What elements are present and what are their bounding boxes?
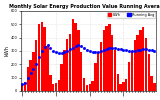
Bar: [111, 35, 113, 91]
Bar: [105, 26, 108, 91]
Bar: [122, 82, 125, 91]
Bar: [114, 50, 116, 91]
Bar: [103, 30, 105, 91]
Bar: [86, 85, 88, 91]
Bar: [52, 84, 54, 91]
Bar: [125, 79, 128, 91]
Bar: [145, 38, 147, 91]
Bar: [60, 64, 63, 91]
Bar: [41, 22, 43, 91]
Bar: [136, 35, 139, 91]
Bar: [27, 67, 29, 91]
Bar: [142, 27, 144, 91]
Bar: [128, 62, 130, 91]
Bar: [139, 30, 142, 91]
Bar: [77, 30, 80, 91]
Bar: [58, 80, 60, 91]
Bar: [94, 63, 96, 91]
Title: Monthly Solar Energy Production Value Running Average: Monthly Solar Energy Production Value Ru…: [9, 4, 160, 9]
Bar: [24, 82, 26, 91]
Bar: [72, 19, 74, 91]
Bar: [80, 52, 82, 91]
Bar: [91, 81, 94, 91]
Bar: [148, 54, 150, 91]
Y-axis label: kWh: kWh: [4, 46, 9, 56]
Bar: [74, 23, 77, 91]
Bar: [120, 84, 122, 91]
Bar: [66, 39, 68, 91]
Bar: [46, 46, 49, 91]
Bar: [55, 83, 57, 91]
Bar: [100, 42, 102, 91]
Bar: [97, 52, 99, 91]
Bar: [83, 78, 85, 91]
Bar: [38, 24, 40, 91]
Bar: [32, 52, 35, 91]
Bar: [44, 27, 46, 91]
Bar: [21, 84, 23, 91]
Bar: [153, 83, 156, 91]
Bar: [131, 51, 133, 91]
Bar: [69, 34, 71, 91]
Bar: [150, 76, 153, 91]
Bar: [63, 50, 66, 91]
Bar: [108, 24, 111, 91]
Bar: [88, 84, 91, 91]
Bar: [49, 75, 52, 91]
Bar: [134, 40, 136, 91]
Legend: kWh, Running Avg: kWh, Running Avg: [107, 12, 155, 18]
Bar: [29, 60, 32, 91]
Bar: [35, 40, 37, 91]
Bar: [117, 74, 119, 91]
